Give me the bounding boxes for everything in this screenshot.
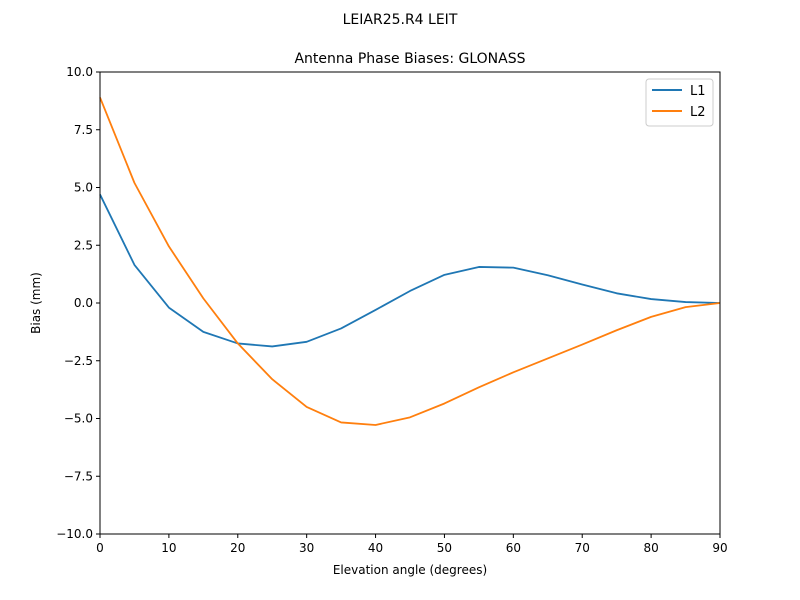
figure-suptitle: LEIAR25.R4 LEIT (343, 12, 458, 28)
x-tick-label: 0 (96, 541, 104, 555)
x-tick-label: 60 (506, 541, 521, 555)
y-tick-label: 0.0 (74, 296, 93, 310)
plot-frame (99, 71, 721, 535)
x-tick-label: 70 (575, 541, 590, 555)
y-tick-label: −7.5 (64, 469, 93, 483)
series-line-l2 (99, 97, 721, 426)
x-tick-label: 90 (712, 541, 727, 555)
series-line-l1 (99, 194, 721, 348)
y-axis-label: Bias (mm) (29, 272, 43, 334)
x-axis-label: Elevation angle (degrees) (333, 563, 487, 577)
y-tick-label: 5.0 (74, 181, 93, 195)
y-tick-label: 2.5 (74, 238, 93, 252)
x-tick-label: 40 (368, 541, 383, 555)
chart-title: Antenna Phase Biases: GLONASS (294, 51, 525, 67)
legend: L1 L2 (645, 78, 714, 127)
x-tick-label: 80 (643, 541, 658, 555)
legend-label-l2: L2 (690, 105, 706, 120)
y-tick-label: 10.0 (66, 65, 93, 79)
y-tick-label: 7.5 (74, 123, 93, 137)
x-tick-label: 50 (437, 541, 452, 555)
x-tick-label: 20 (230, 541, 245, 555)
x-tick-label: 10 (161, 541, 176, 555)
y-tick-label: −10.0 (56, 527, 93, 541)
legend-label-l1: L1 (690, 84, 706, 99)
y-tick-label: −2.5 (64, 354, 93, 368)
x-tick-label: 30 (299, 541, 314, 555)
series-layer (99, 97, 721, 426)
y-axis-ticks: −10.0 −7.5 −5.0 −2.5 0.0 2.5 5.0 7.5 10.0 (56, 65, 100, 541)
x-axis-ticks: 0 10 20 30 40 50 60 70 80 90 (96, 534, 728, 555)
y-tick-label: −5.0 (64, 412, 93, 426)
